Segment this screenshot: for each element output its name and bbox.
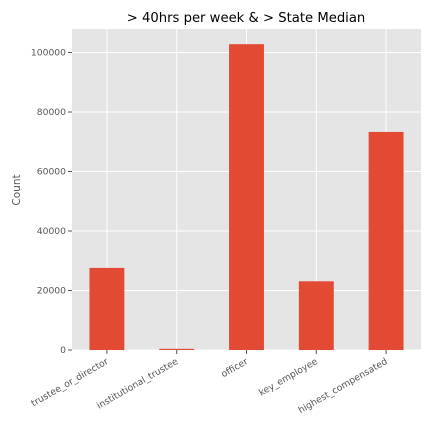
bar-trustee-or-director [89, 267, 125, 350]
chart-title: > 40hrs per week & > State Median [127, 11, 366, 26]
y-tick-label: 0 [60, 345, 66, 356]
x-tick-label: key_employee [257, 356, 320, 399]
y-tick-label: 40000 [37, 226, 66, 237]
y-tick-label: 20000 [37, 286, 66, 297]
bar-institutional-trustee [159, 348, 195, 350]
x-axis-ticks: trustee_or_directorinstitutional_trustee… [29, 350, 390, 416]
bar-officer [229, 44, 264, 350]
y-tick-label: 60000 [37, 167, 66, 178]
bars [89, 44, 404, 350]
y-tick-label: 100000 [31, 48, 66, 59]
x-tick-label: officer [219, 356, 250, 380]
y-axis-ticks: 0 20000 40000 60000 80000 100000 [31, 48, 72, 356]
bar-key-employee [298, 281, 334, 350]
y-axis-label: Count [11, 174, 23, 205]
bar-highest-compensated [368, 131, 404, 350]
y-tick-label: 80000 [37, 107, 66, 118]
